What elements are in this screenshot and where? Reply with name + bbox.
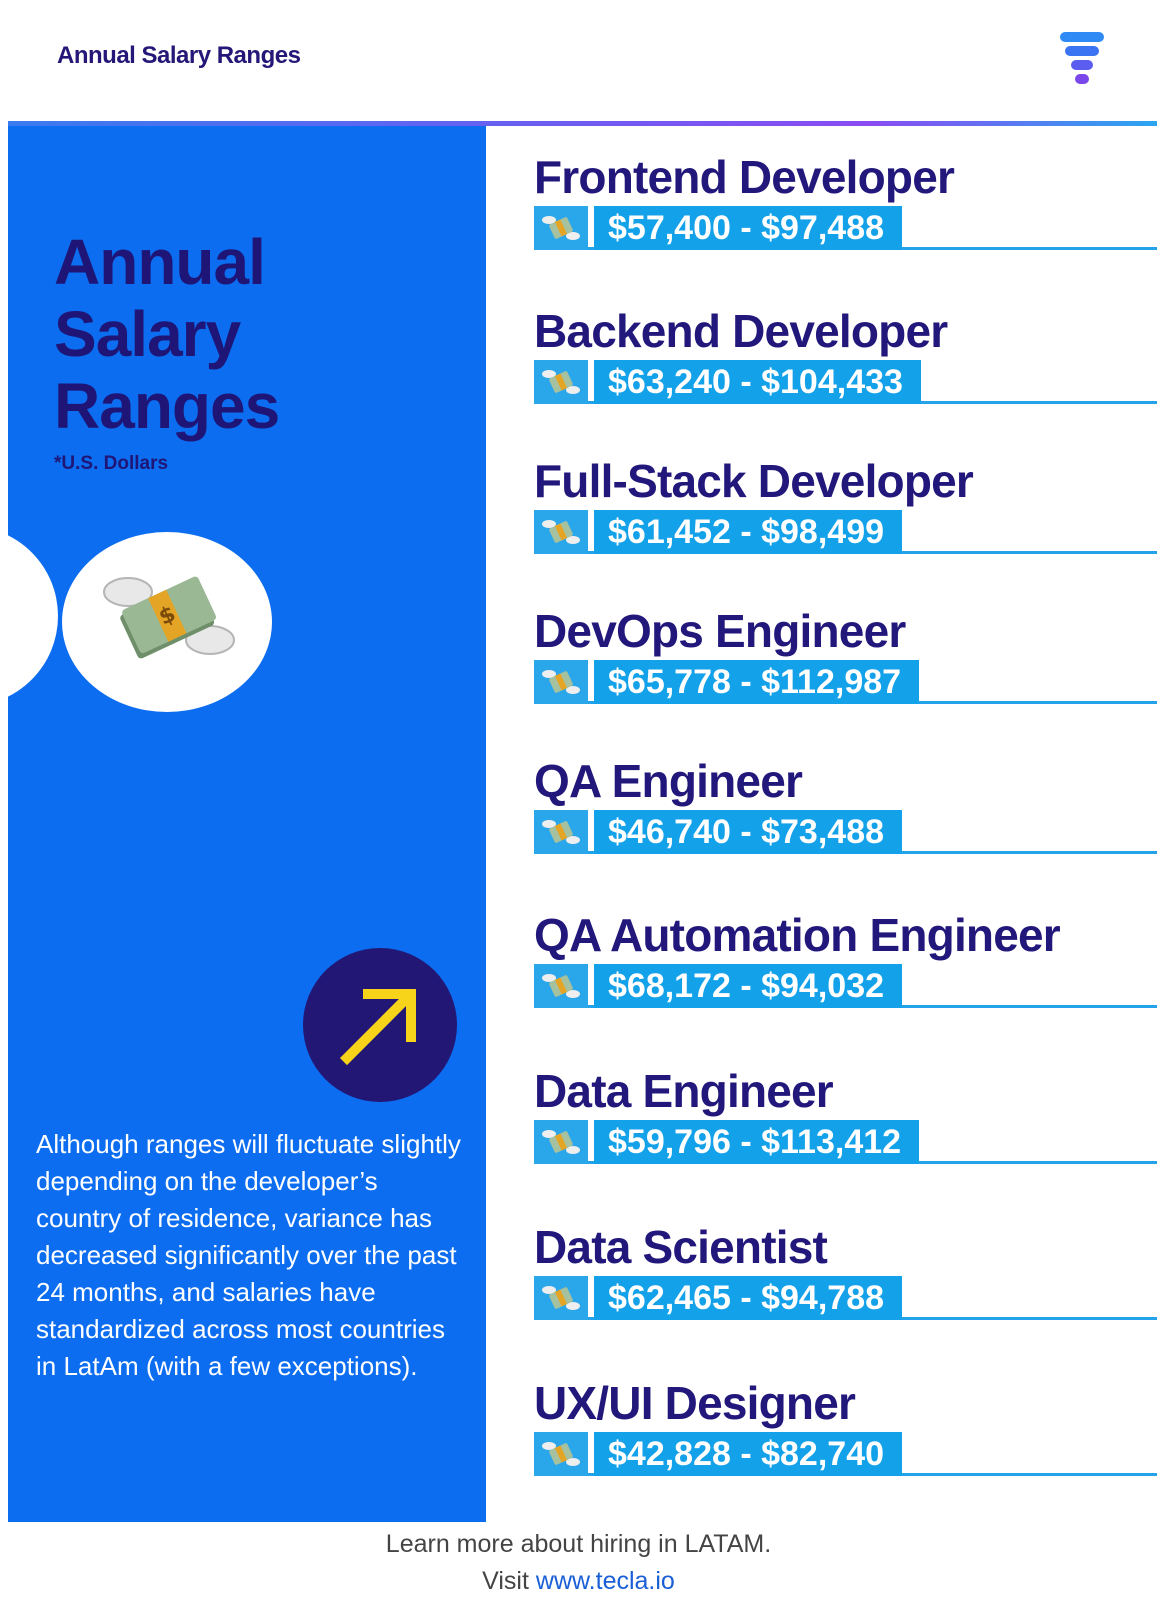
job-title: Data Scientist xyxy=(534,1221,828,1273)
salary-row: $68,172 - $94,032 xyxy=(534,964,1157,1008)
job-title: Data Engineer xyxy=(534,1065,834,1117)
job-title: Backend Developer xyxy=(534,305,948,357)
salary-range: $57,400 - $97,488 xyxy=(594,206,903,250)
money-with-wings-icon xyxy=(534,206,588,250)
job-title: QA Engineer xyxy=(534,755,803,807)
salary-row: $61,452 - $98,499 xyxy=(534,510,1157,554)
job-title: Frontend Developer xyxy=(534,151,955,203)
page-title-line: Ranges xyxy=(54,370,280,442)
salary-row: $62,465 - $94,788 xyxy=(534,1276,1157,1320)
salary-item: QA Engineer $46,740 - $73,488 xyxy=(534,754,1157,874)
salary-range: $65,778 - $112,987 xyxy=(594,660,920,704)
header-divider xyxy=(8,121,1157,126)
salary-item: Frontend Developer $57,400 - $97,488 xyxy=(534,150,1157,270)
salary-item: Data Scientist $62,465 - $94,788 xyxy=(534,1220,1157,1340)
salary-item: UX/UI Designer $42,828 - $82,740 xyxy=(534,1376,1157,1496)
salary-item: Data Engineer $59,796 - $113,412 xyxy=(534,1064,1157,1184)
job-title: DevOps Engineer xyxy=(534,605,906,657)
decorative-circle xyxy=(8,526,58,706)
job-title: UX/UI Designer xyxy=(534,1377,856,1429)
salary-row: $65,778 - $112,987 xyxy=(534,660,1157,704)
salary-range: $42,828 - $82,740 xyxy=(594,1432,903,1476)
description-paragraph: Although ranges will fluctuate slightly … xyxy=(36,1129,461,1381)
salary-row: $42,828 - $82,740 xyxy=(534,1432,1157,1476)
currency-note: *U.S. Dollars xyxy=(54,453,169,474)
money-with-wings-icon xyxy=(534,810,588,854)
footer-text: Learn more about hiring in LATAM. xyxy=(385,1530,772,1558)
page-header-title: Annual Salary Ranges xyxy=(57,42,301,69)
arrow-badge xyxy=(303,948,457,1102)
salary-range: $62,465 - $94,788 xyxy=(594,1276,903,1320)
money-with-wings-icon xyxy=(534,1432,588,1476)
job-title: QA Automation Engineer xyxy=(534,909,1061,961)
salary-row: $46,740 - $73,488 xyxy=(534,810,1157,854)
salary-range: $63,240 - $104,433 xyxy=(594,360,921,404)
money-illustration: $ xyxy=(62,532,272,712)
money-with-wings-icon: $ xyxy=(103,576,235,659)
salary-range: $59,796 - $113,412 xyxy=(594,1120,920,1164)
left-panel: Annual Salary Ranges *U.S. Dollars $ Alt… xyxy=(8,126,486,1522)
salary-range: $46,740 - $73,488 xyxy=(594,810,903,854)
money-with-wings-icon xyxy=(534,1120,588,1164)
tecla-logo-icon[interactable] xyxy=(1060,32,1104,88)
footer-visit-label: Visit xyxy=(482,1567,529,1595)
job-title: Full-Stack Developer xyxy=(534,455,974,507)
salary-range: $68,172 - $94,032 xyxy=(594,964,903,1008)
money-with-wings-icon xyxy=(534,660,588,704)
money-with-wings-icon xyxy=(534,964,588,1008)
salary-item: DevOps Engineer $65,778 - $112,987 xyxy=(534,604,1157,724)
salary-row: $57,400 - $97,488 xyxy=(534,206,1157,250)
salary-item: QA Automation Engineer $68,172 - $94,032 xyxy=(534,908,1157,1028)
salary-item: Full-Stack Developer $61,452 - $98,499 xyxy=(534,454,1157,574)
page-title-line: Annual xyxy=(54,226,266,298)
page-title-line: Salary xyxy=(54,298,241,370)
footer-link[interactable]: www.tecla.io xyxy=(535,1567,675,1595)
salary-row: $63,240 - $104,433 xyxy=(534,360,1157,404)
footer-visit: Visit www.tecla.io xyxy=(0,1567,1157,1596)
money-with-wings-icon xyxy=(534,1276,588,1320)
money-with-wings-icon xyxy=(534,360,588,404)
salary-range: $61,452 - $98,499 xyxy=(594,510,903,554)
money-with-wings-icon xyxy=(534,510,588,554)
page-title: Annual Salary Ranges xyxy=(54,226,280,442)
salary-row: $59,796 - $113,412 xyxy=(534,1120,1157,1164)
salary-item: Backend Developer $63,240 - $104,433 xyxy=(534,304,1157,424)
arrow-up-right-icon xyxy=(339,988,417,1066)
